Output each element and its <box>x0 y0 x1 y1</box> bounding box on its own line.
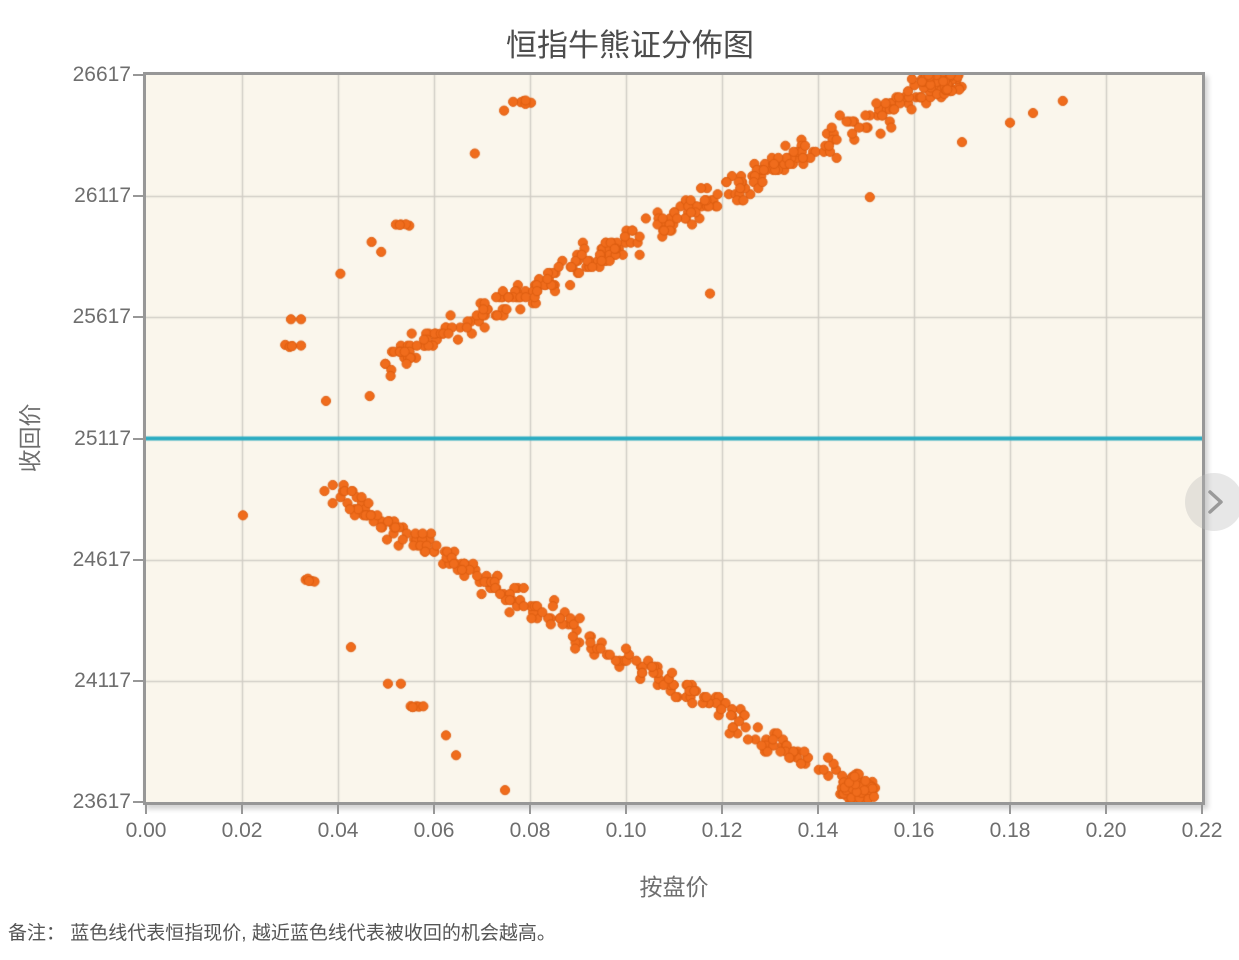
x-tick-mark <box>1201 805 1203 814</box>
x-tick-mark <box>625 805 627 814</box>
x-tick-mark <box>817 805 819 814</box>
chart-title: 恒指牛熊证分佈图 <box>506 28 754 63</box>
x-tick-label: 0.22 <box>1181 819 1223 842</box>
x-axis-title: 按盘价 <box>639 874 709 900</box>
carousel-next-button[interactable] <box>1185 473 1239 531</box>
y-tick-label: 26117 <box>74 184 131 208</box>
plot-area <box>143 72 1205 805</box>
y-tick-mark <box>133 558 143 561</box>
x-tick-mark <box>241 805 243 814</box>
y-tick-mark <box>133 316 143 319</box>
x-tick-label: 0.06 <box>413 819 455 842</box>
y-tick-label: 24117 <box>74 668 131 692</box>
x-tick-mark <box>145 805 147 814</box>
x-tick-mark <box>1009 805 1011 814</box>
x-tick-label: 0.20 <box>1085 819 1127 842</box>
x-tick-label: 0.02 <box>221 819 263 842</box>
footnote: 备注： 蓝色线代表恒指现价, 越近蓝色线代表被收回的机会越高。 <box>8 923 556 944</box>
x-tick-label: 0.10 <box>605 819 647 842</box>
x-tick-mark <box>721 805 723 814</box>
y-tick-label: 25617 <box>72 305 131 329</box>
x-tick-mark <box>1105 805 1107 814</box>
x-tick-label: 0.14 <box>797 819 839 842</box>
y-tick-mark <box>133 195 143 198</box>
scatter-canvas <box>146 75 1202 802</box>
y-tick-mark <box>133 801 143 803</box>
x-tick-mark <box>433 805 435 814</box>
x-tick-mark <box>913 805 915 814</box>
x-tick-mark <box>529 805 531 814</box>
x-tick-label: 0.16 <box>893 819 935 842</box>
y-tick-label: 26617 <box>72 63 131 86</box>
x-tick-mark <box>337 805 339 814</box>
x-tick-label: 0.18 <box>989 819 1031 842</box>
x-tick-label: 0.04 <box>317 819 359 842</box>
chevron-right-icon <box>1208 490 1223 514</box>
y-axis-title: 收回价 <box>17 403 43 473</box>
y-tick-mark <box>133 74 143 76</box>
x-tick-label: 0.00 <box>125 819 167 842</box>
x-tick-label: 0.12 <box>701 819 743 842</box>
y-tick-label: 23617 <box>72 790 131 813</box>
y-tick-label: 24617 <box>72 547 131 571</box>
y-tick-mark <box>133 437 143 440</box>
x-tick-label: 0.08 <box>509 819 551 842</box>
y-tick-mark <box>133 679 143 682</box>
y-tick-label: 25117 <box>74 426 131 450</box>
